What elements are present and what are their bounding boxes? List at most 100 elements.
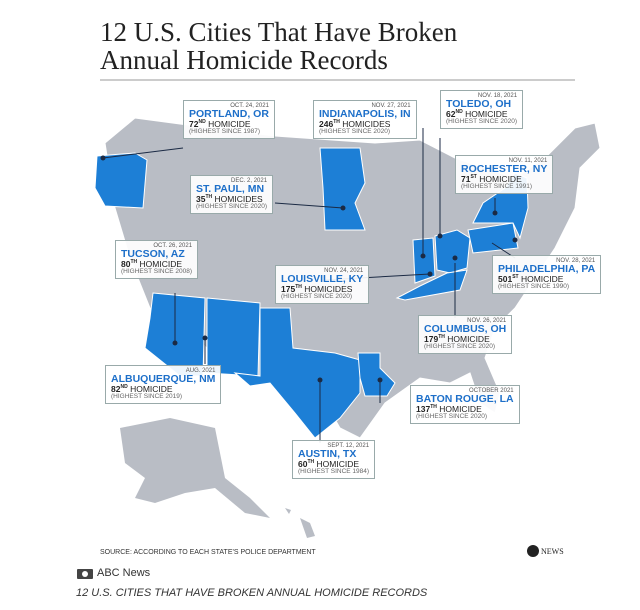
callout-date: NOV. 28, 2021 (556, 258, 596, 264)
callout-city: PHILADELPHIA, PA (498, 263, 596, 276)
callout-since: (HIGHEST SINCE 2020) (281, 293, 353, 301)
record-noun: HOMICIDES (214, 194, 263, 205)
callout-city: PORTLAND, OR (189, 108, 269, 121)
callout-record: 35TH HOMICIDES (196, 195, 267, 204)
callout-since: (HIGHEST SINCE 2020) (416, 413, 488, 421)
callout-date: DEC. 2, 2021 (231, 178, 268, 184)
record-suffix: ST (512, 274, 519, 281)
callout-record: 80TH HOMICIDE (121, 260, 192, 269)
callout-record: 71ST HOMICIDE (461, 175, 547, 184)
record-count: 137 (416, 404, 431, 415)
callout: NOV. 28, 2021 PHILADELPHIA, PA 501ST HOMIC… (492, 255, 602, 295)
record-count: 246 (319, 119, 334, 130)
callout-record: 82ND HOMICIDE (111, 385, 215, 394)
callout-since: (HIGHEST SINCE 1987) (189, 128, 261, 136)
callout-record: 501ST HOMICIDE (498, 275, 595, 284)
callout: DEC. 2, 2021 ST. PAUL, MN 35TH HOMICIDES (H… (190, 175, 274, 215)
record-noun: HOMICIDE (479, 174, 522, 185)
camera-icon (77, 569, 93, 579)
callout-date: NOV. 26, 2021 (467, 318, 507, 324)
record-suffix: ST (470, 174, 477, 181)
record-count: 60 (298, 459, 308, 470)
alaska (120, 418, 270, 518)
infographic: 12 U.S. Cities That Have Broken Annual H… (75, 8, 605, 563)
callout-date: NOV. 18, 2021 (477, 93, 518, 99)
record-noun: HOMICIDE (447, 334, 490, 345)
record-noun: HOMICIDE (139, 259, 183, 270)
abc-logo (527, 545, 539, 557)
logo-text: NEWS (541, 547, 564, 556)
callout: NOV. 18, 2021 TOLEDO, OH 62ND HOMICIDE (HIG… (440, 90, 524, 130)
callout: NOV. 24, 2021 LOUISVILLE, KY 175TH HOMICID… (275, 265, 370, 305)
callout-date: NOV. 11, 2021 (508, 158, 548, 164)
callout: SEPT. 12, 2021 AUSTIN, TX 60TH HOMICIDE (HI… (292, 440, 376, 480)
callout-since: (HIGHEST SINCE 2019) (111, 393, 183, 401)
callout-city: BATON ROUGE, LA (416, 393, 514, 406)
callout-record: 72ND HOMICIDE (189, 120, 269, 129)
callout-date: SEPT. 12, 2021 (327, 443, 370, 449)
record-noun: HOMICIDE (316, 459, 360, 470)
callout-city: INDIANAPOLIS, IN (319, 108, 411, 121)
hawaii (285, 508, 315, 538)
credit: ABC News (97, 567, 151, 579)
callout-city: ROCHESTER, NY (461, 163, 548, 176)
callout-city: TUCSON, AZ (121, 248, 185, 261)
callout-since: (HIGHEST SINCE 2020) (196, 203, 268, 211)
callout: NOV. 27, 2021 INDIANAPOLIS, IN 246TH HOMIC… (313, 100, 417, 140)
callout-since: (HIGHEST SINCE 1991) (461, 183, 533, 191)
record-count: 501 (498, 274, 513, 285)
title: 12 U.S. Cities That Have Broken Annual H… (100, 17, 458, 75)
record-suffix: ND (120, 384, 128, 391)
callout-since: (HIGHEST SINCE 1990) (498, 283, 570, 291)
callout-since: (HIGHEST SINCE 2020) (446, 118, 518, 126)
callout: OCTOBER 2021 BATON ROUGE, LA 137TH HOMICID… (410, 385, 520, 425)
callout-date: OCT. 24, 2021 (230, 103, 269, 109)
record-noun: HOMICIDES (304, 284, 353, 295)
callout: NOV. 11, 2021 ROCHESTER, NY 71ST HOMICIDE(… (455, 155, 554, 195)
record-count: 82 (111, 384, 121, 395)
callout: AUG. 2021 ALBUQUERQUE, NM 82ND HOMICIDE (HI… (105, 365, 222, 405)
callout-city: AUSTIN, TX (298, 448, 357, 461)
record-suffix: TH (430, 404, 437, 411)
source: SOURCE: ACCORDING TO EACH STATE'S POLICE… (100, 549, 316, 556)
callout: OCT. 26, 2021 TUCSON, AZ 80TH HOMICIDE (HIG… (115, 240, 199, 280)
record-noun: HOMICIDE (130, 384, 173, 395)
record-noun: HOMICIDE (208, 119, 251, 130)
city-dots (100, 155, 518, 383)
record-count: 35 (196, 194, 206, 205)
callout: OCT. 24, 2021 PORTLAND, OR 72ND HOMICIDE (H… (183, 100, 275, 140)
record-suffix: TH (130, 259, 138, 266)
callout-city: ST. PAUL, MN (196, 183, 265, 196)
callout-city: LOUISVILLE, KY (281, 273, 364, 286)
record-count: 175 (281, 284, 296, 295)
callout-record: 246TH HOMICIDES (319, 120, 411, 129)
record-count: 71 (461, 174, 471, 185)
callout-record: 62ND HOMICIDE (446, 110, 517, 119)
record-noun: HOMICIDES (342, 119, 391, 130)
callout-date: AUG. 2021 (185, 368, 216, 374)
callout-record: 60TH HOMICIDE (298, 460, 369, 469)
record-count: 80 (121, 259, 131, 270)
record-count: 179 (424, 334, 439, 345)
record-suffix: TH (295, 284, 302, 291)
callout-since: (HIGHEST SINCE 2020) (424, 343, 496, 351)
record-suffix: TH (205, 194, 213, 201)
callout-city: COLUMBUS, OH (424, 323, 507, 336)
record-count: 62 (446, 109, 456, 120)
callout: NOV. 26, 2021 COLUMBUS, OH 179TH HOMICIDE(… (418, 315, 513, 355)
callout-since: (HIGHEST SINCE 1984) (298, 468, 370, 476)
callout-city: TOLEDO, OH (446, 98, 512, 111)
callout-since: (HIGHEST SINCE 2020) (319, 128, 391, 136)
callout-record: 179TH HOMICIDE (424, 335, 506, 344)
callout-date: OCTOBER 2021 (469, 388, 514, 394)
record-count: 72 (189, 119, 199, 130)
record-suffix: ND (198, 119, 206, 126)
callout-date: NOV. 27, 2021 (371, 103, 411, 109)
record-suffix: TH (307, 459, 315, 466)
highlighted-states (94, 147, 529, 439)
record-noun: HOMICIDE (520, 274, 564, 285)
callout-record: 137TH HOMICIDE (416, 405, 514, 414)
record-suffix: TH (438, 334, 445, 341)
callout-date: OCT. 26, 2021 (153, 243, 193, 249)
